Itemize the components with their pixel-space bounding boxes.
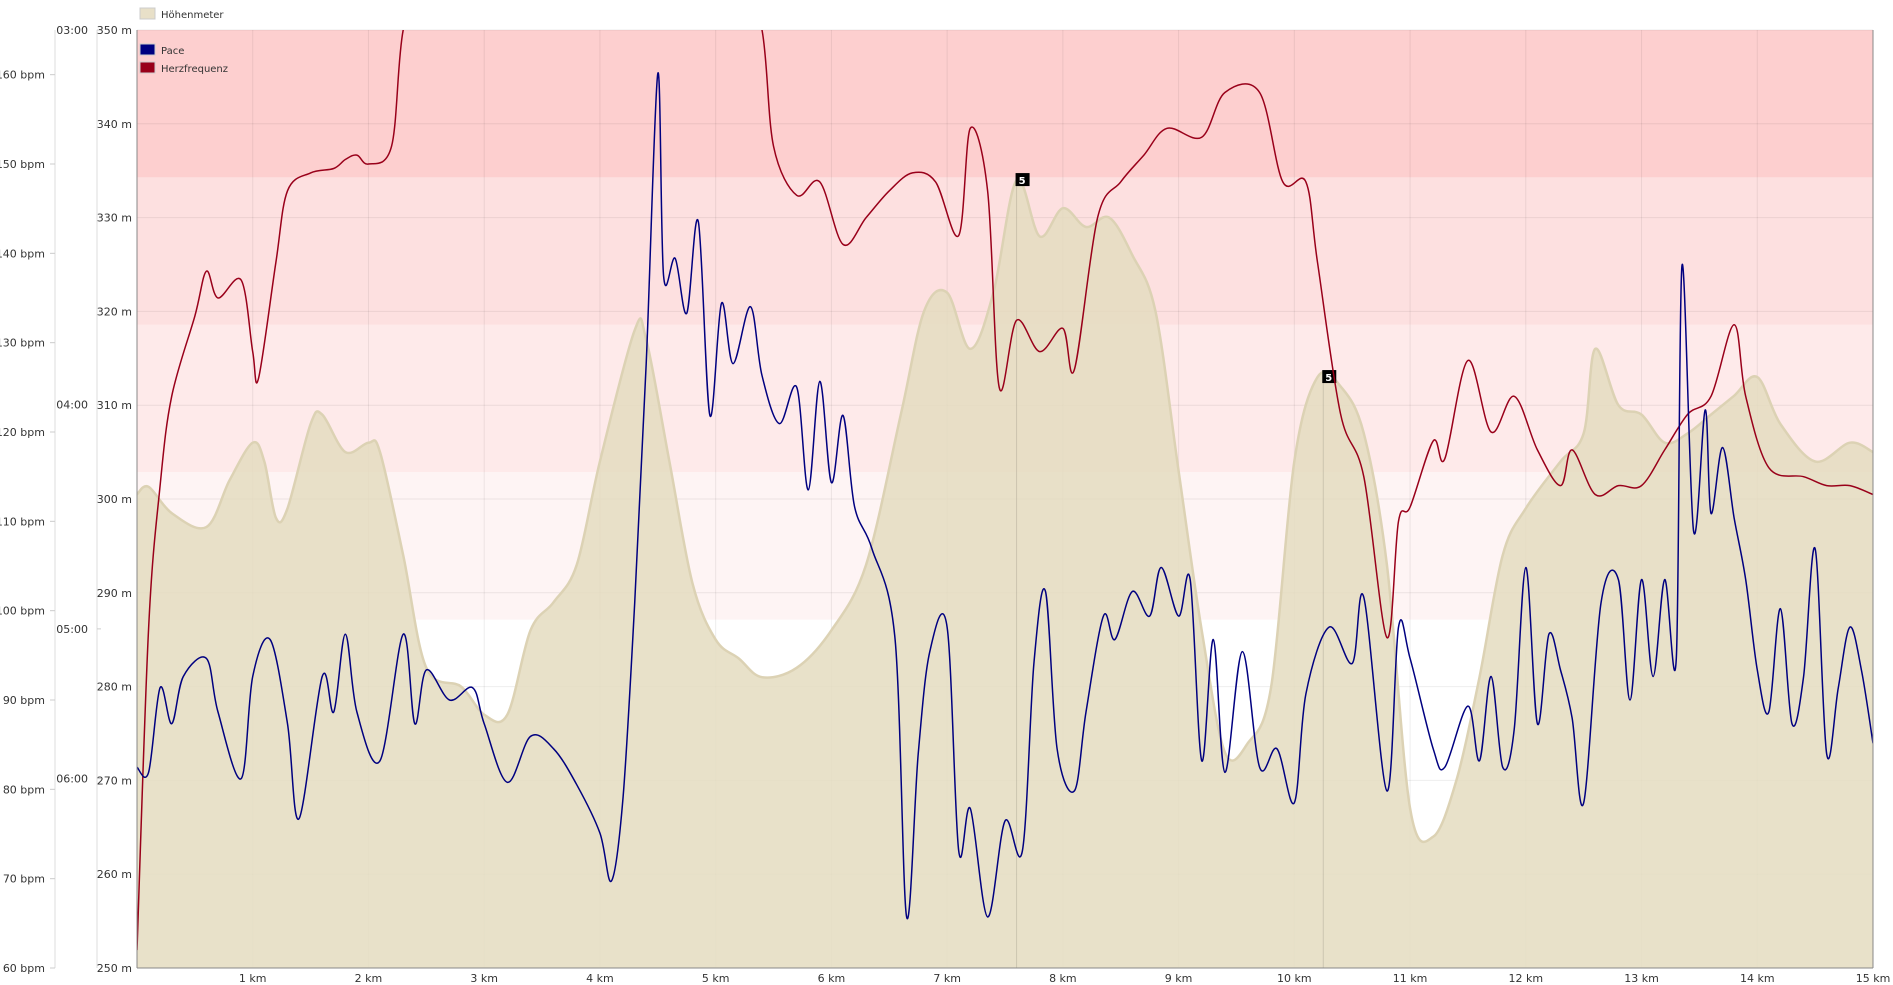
elevation-line <box>137 178 1873 844</box>
legend-swatch-herzfrequenz <box>139 61 156 74</box>
heart-rate-tick-label: 80 bpm <box>3 783 45 796</box>
elevation-tick-label: 250 m <box>97 962 132 975</box>
legend-label: Pace <box>161 46 184 57</box>
elevation-tick-label: 300 m <box>97 493 132 506</box>
x-tick-label: 11 km <box>1393 972 1428 985</box>
heart-rate-zone-band <box>137 30 1873 178</box>
x-tick-label: 7 km <box>933 972 961 985</box>
annotation-label: 5 <box>1019 176 1026 187</box>
heart-rate-tick-label: 100 bpm <box>0 605 45 618</box>
annotation-flag <box>1015 173 1030 187</box>
plot-series-group: 55 <box>137 30 1873 968</box>
elevation-tick-label: 330 m <box>97 212 132 225</box>
heart-rate-line <box>137 30 1873 951</box>
elevation-tick-label: 280 m <box>97 681 132 694</box>
x-tick-label: 12 km <box>1509 972 1544 985</box>
x-tick-label: 8 km <box>1049 972 1077 985</box>
x-tick-label: 6 km <box>818 972 846 985</box>
x-tick-label: 5 km <box>702 972 730 985</box>
x-tick-label: 9 km <box>1165 972 1193 985</box>
x-tick-label: 10 km <box>1277 972 1312 985</box>
pace-tick-label: 06:00 <box>56 773 88 786</box>
annotation-label: 5 <box>1325 373 1332 384</box>
x-tick-label: 15 km <box>1856 972 1891 985</box>
x-tick-label: 14 km <box>1740 972 1775 985</box>
pace-tick-label: 05:00 <box>56 623 88 636</box>
pace-tick-label: 03:00 <box>56 24 88 37</box>
heart-rate-tick-label: 60 bpm <box>3 962 45 975</box>
elevation-tick-label: 260 m <box>97 868 132 881</box>
elevation-tick-label: 310 m <box>97 399 132 412</box>
elevation-area <box>137 179 1873 968</box>
elevation-tick-label: 270 m <box>97 774 132 787</box>
heart-rate-tick-label: 110 bpm <box>0 515 45 528</box>
heart-rate-tick-label: 120 bpm <box>0 426 45 439</box>
heart-rate-tick-label: 140 bpm <box>0 247 45 260</box>
elevation-tick-label: 290 m <box>97 587 132 600</box>
x-tick-label: 4 km <box>586 972 614 985</box>
elevation-tick-label: 340 m <box>97 118 132 131</box>
legend-swatch-hhenmeter <box>139 7 156 20</box>
x-tick-label: 1 km <box>239 972 267 985</box>
x-tick-label: 2 km <box>355 972 383 985</box>
heart-rate-tick-label: 160 bpm <box>0 69 45 82</box>
heart-rate-tick-label: 150 bpm <box>0 158 45 171</box>
legend-label: Höhenmeter <box>161 10 224 21</box>
pace-tick-label: 04:00 <box>56 398 88 411</box>
legend-swatch-pace <box>139 43 156 56</box>
elevation-tick-label: 320 m <box>97 305 132 318</box>
pace-line <box>137 72 1873 920</box>
heart-rate-tick-label: 70 bpm <box>3 873 45 886</box>
x-tick-label: 13 km <box>1624 972 1659 985</box>
elevation-tick-label: 350 m <box>97 24 132 37</box>
legend-label: Herzfrequenz <box>161 64 228 75</box>
x-tick-label: 3 km <box>470 972 498 985</box>
heart-rate-tick-label: 90 bpm <box>3 694 45 707</box>
heart-rate-tick-label: 130 bpm <box>0 337 45 350</box>
